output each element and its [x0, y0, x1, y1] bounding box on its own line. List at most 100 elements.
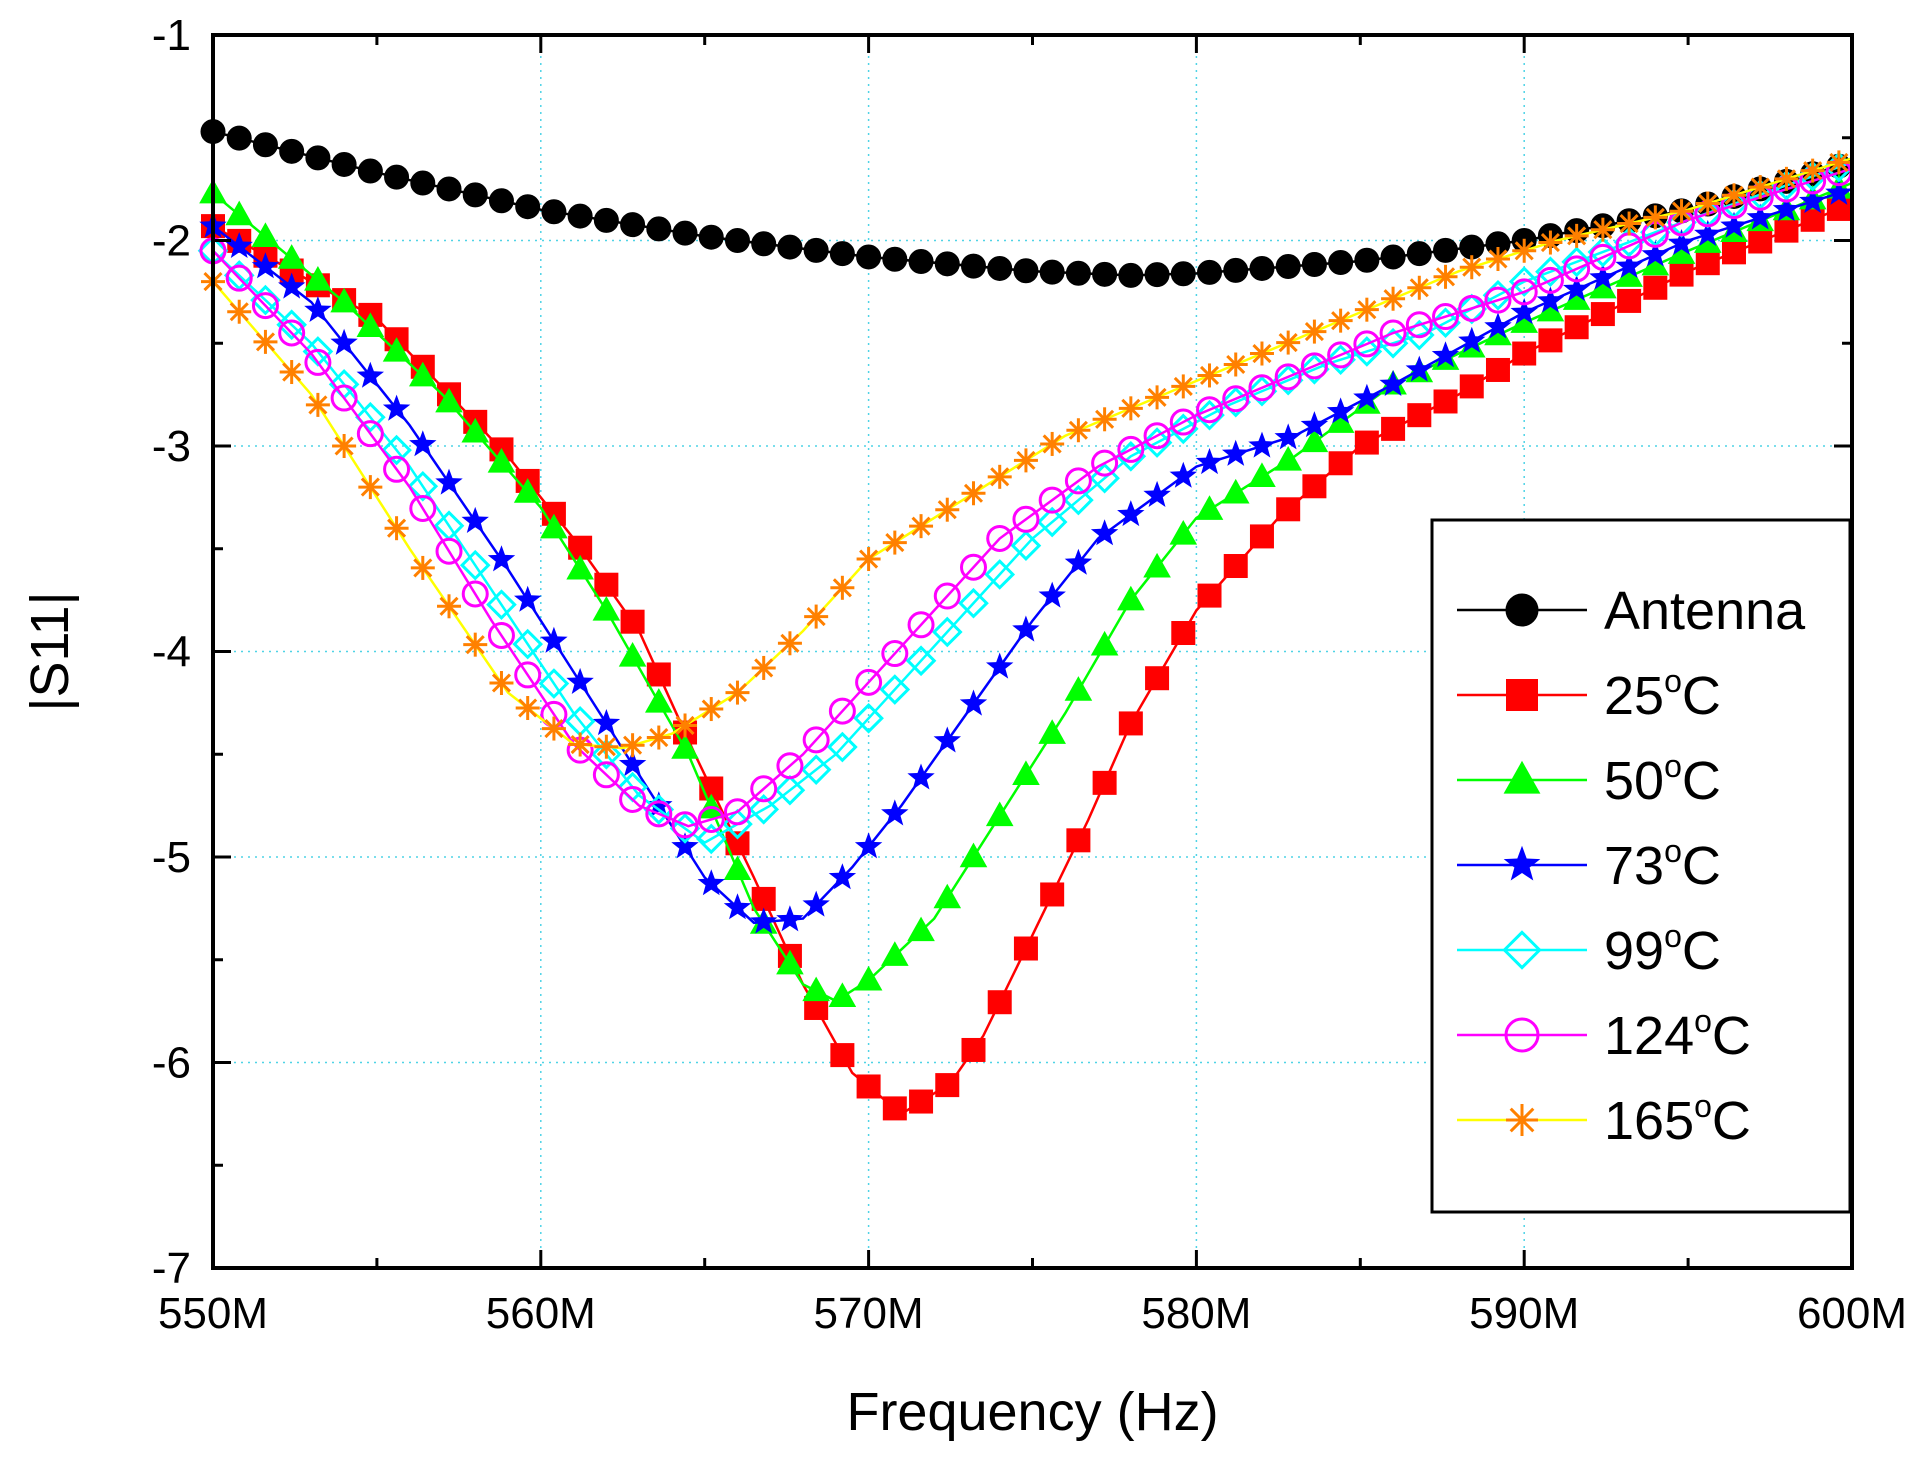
data-point-marker — [1302, 319, 1327, 344]
data-point-marker — [827, 731, 858, 763]
data-point-marker — [1221, 478, 1250, 504]
asterisk-stroke — [229, 302, 249, 322]
legend-label-unit: C — [1682, 921, 1721, 981]
data-point-marker — [1406, 241, 1432, 267]
data-point-marker — [1353, 383, 1381, 410]
data-point-marker — [750, 907, 778, 934]
data-point-marker — [1038, 719, 1066, 744]
data-point-marker — [961, 481, 986, 506]
data-point-marker — [1617, 211, 1642, 236]
data-point-marker — [1381, 416, 1406, 441]
data-point-marker — [881, 941, 909, 966]
data-point-marker — [986, 524, 1014, 552]
data-point-marker — [488, 188, 514, 214]
data-point-marker — [1064, 467, 1092, 495]
asterisk-stroke — [1304, 322, 1324, 342]
data-point-marker — [1459, 255, 1484, 280]
data-point-marker — [1536, 286, 1565, 313]
data-point-marker — [1561, 246, 1592, 278]
data-point-marker — [1380, 244, 1406, 270]
data-point-marker — [1092, 770, 1117, 795]
data-point-marker — [905, 645, 937, 677]
data-point-marker — [1089, 462, 1120, 494]
data-point-marker — [540, 513, 568, 539]
data-point-marker — [410, 555, 435, 580]
data-point-marker — [251, 222, 280, 248]
data-point-marker — [1171, 621, 1196, 646]
data-point-marker — [856, 1074, 881, 1099]
asterisk-stroke — [1147, 387, 1167, 407]
asterisk-stroke — [387, 518, 407, 538]
asterisk-stroke — [1042, 434, 1062, 454]
data-point-marker — [671, 811, 699, 839]
data-point-marker — [1092, 407, 1117, 432]
data-point-marker — [225, 200, 254, 226]
data-point-marker — [1485, 246, 1510, 271]
data-point-marker — [409, 430, 437, 457]
data-point-marker — [1117, 500, 1145, 527]
data-point-marker — [461, 417, 490, 443]
asterisk-stroke — [1776, 169, 1796, 189]
data-point-marker — [1589, 263, 1617, 290]
data-point-marker — [538, 668, 570, 699]
asterisk-stroke — [1724, 185, 1744, 205]
legend-label-main: 99 — [1604, 921, 1664, 981]
asterisk-stroke — [1540, 233, 1560, 253]
data-point-marker — [1194, 399, 1225, 431]
data-point-marker — [1063, 484, 1094, 516]
data-point-marker — [435, 387, 463, 413]
data-point-marker — [1171, 374, 1196, 399]
data-point-marker — [907, 916, 935, 942]
data-point-marker — [618, 642, 647, 667]
data-point-marker — [356, 420, 384, 448]
data-point-marker — [1510, 308, 1538, 333]
data-point-marker — [1458, 326, 1486, 353]
data-point-marker — [279, 138, 305, 164]
data-point-marker — [1799, 187, 1827, 214]
data-point-marker — [1407, 403, 1432, 428]
data-point-marker — [1013, 448, 1038, 473]
legend-label-main: Antenna — [1604, 581, 1806, 641]
data-point-marker — [1040, 882, 1065, 907]
data-point-marker — [384, 516, 409, 541]
asterisk-stroke — [1514, 241, 1534, 261]
asterisk-stroke — [806, 607, 826, 627]
legend-item: Antenna — [1457, 581, 1806, 641]
data-point-marker — [1589, 273, 1617, 299]
data-point-marker — [383, 455, 411, 483]
data-point-marker — [278, 319, 306, 347]
data-point-marker — [618, 750, 647, 777]
asterisk-stroke — [1095, 409, 1115, 429]
data-point-marker — [515, 194, 541, 220]
data-point-marker — [1774, 166, 1799, 191]
data-point-marker — [330, 384, 358, 412]
y-tick-label: -5 — [152, 833, 191, 882]
asterisk-stroke — [1016, 450, 1036, 470]
data-point-marker — [1195, 448, 1224, 475]
data-point-marker — [1302, 474, 1327, 499]
legend-label-main: 50 — [1604, 751, 1664, 811]
asterisk-stroke — [570, 734, 590, 755]
data-point-marker — [1222, 439, 1250, 466]
legend-label-unit: C — [1682, 751, 1721, 811]
data-point-marker — [1617, 288, 1642, 313]
data-point-marker — [907, 763, 935, 790]
axes: 550M 560M 570M 580M 590M 600M -7 -6 -5 -4 -3 -2 -1 — [152, 11, 1907, 1338]
data-point-marker — [1800, 207, 1825, 232]
data-point-marker — [1510, 278, 1538, 306]
data-point-marker — [409, 494, 437, 522]
legend-label-superscript: o — [1664, 748, 1682, 784]
data-point-marker — [1223, 257, 1249, 283]
data-point-marker — [1538, 230, 1563, 255]
data-point-marker — [1407, 275, 1432, 300]
data-point-marker — [985, 801, 1014, 827]
data-point-marker — [382, 394, 411, 421]
data-point-marker — [330, 287, 358, 313]
data-point-marker — [1223, 554, 1248, 579]
data-point-marker — [699, 697, 724, 722]
asterisk-stroke — [1226, 354, 1246, 375]
data-point-marker — [724, 228, 750, 253]
data-point-marker — [1643, 275, 1668, 300]
data-point-marker — [1459, 374, 1484, 399]
